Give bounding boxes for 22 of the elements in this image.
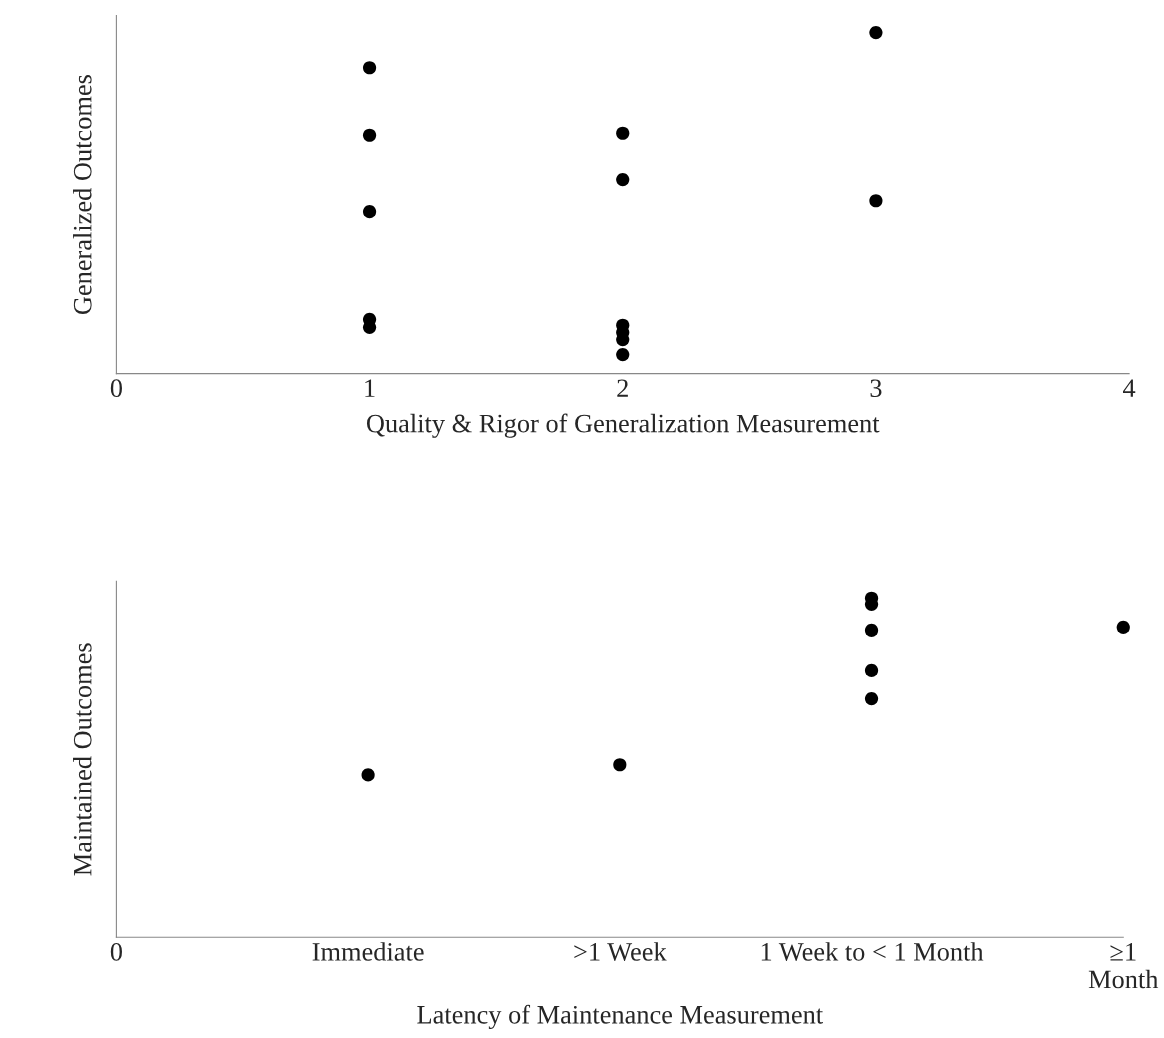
point (616, 347, 630, 362)
y-axis-title: Generalized Outcomes (73, 75, 92, 315)
point (869, 194, 883, 208)
x-tick-label: 1 (365, 379, 375, 397)
point (362, 61, 377, 75)
x-tick-label: 0 (110, 379, 122, 398)
point (616, 126, 630, 140)
x-axis-title: Latency of Maintenance Measurement (417, 1004, 823, 1030)
x-tick-label: >1 Week (574, 942, 667, 961)
x-axis-title: Quality & Rigor of Generalization Measurement (366, 413, 880, 438)
x-tick-label: 1 Week to < 1 Month (761, 942, 984, 961)
x-tick-label: 0 (110, 942, 122, 961)
point (362, 128, 377, 142)
y-axis-title: Maintained Outcomes (73, 643, 92, 876)
point (362, 205, 377, 219)
point (869, 26, 883, 40)
x-tick-label: 4 (1123, 379, 1136, 397)
x-tick-label: Immediate (312, 942, 424, 961)
point (616, 173, 630, 187)
x-tick-label: 2 (617, 379, 628, 397)
x-tick-label: 3 (870, 379, 882, 398)
x-tick-label: ≥1 Month (1088, 943, 1159, 989)
